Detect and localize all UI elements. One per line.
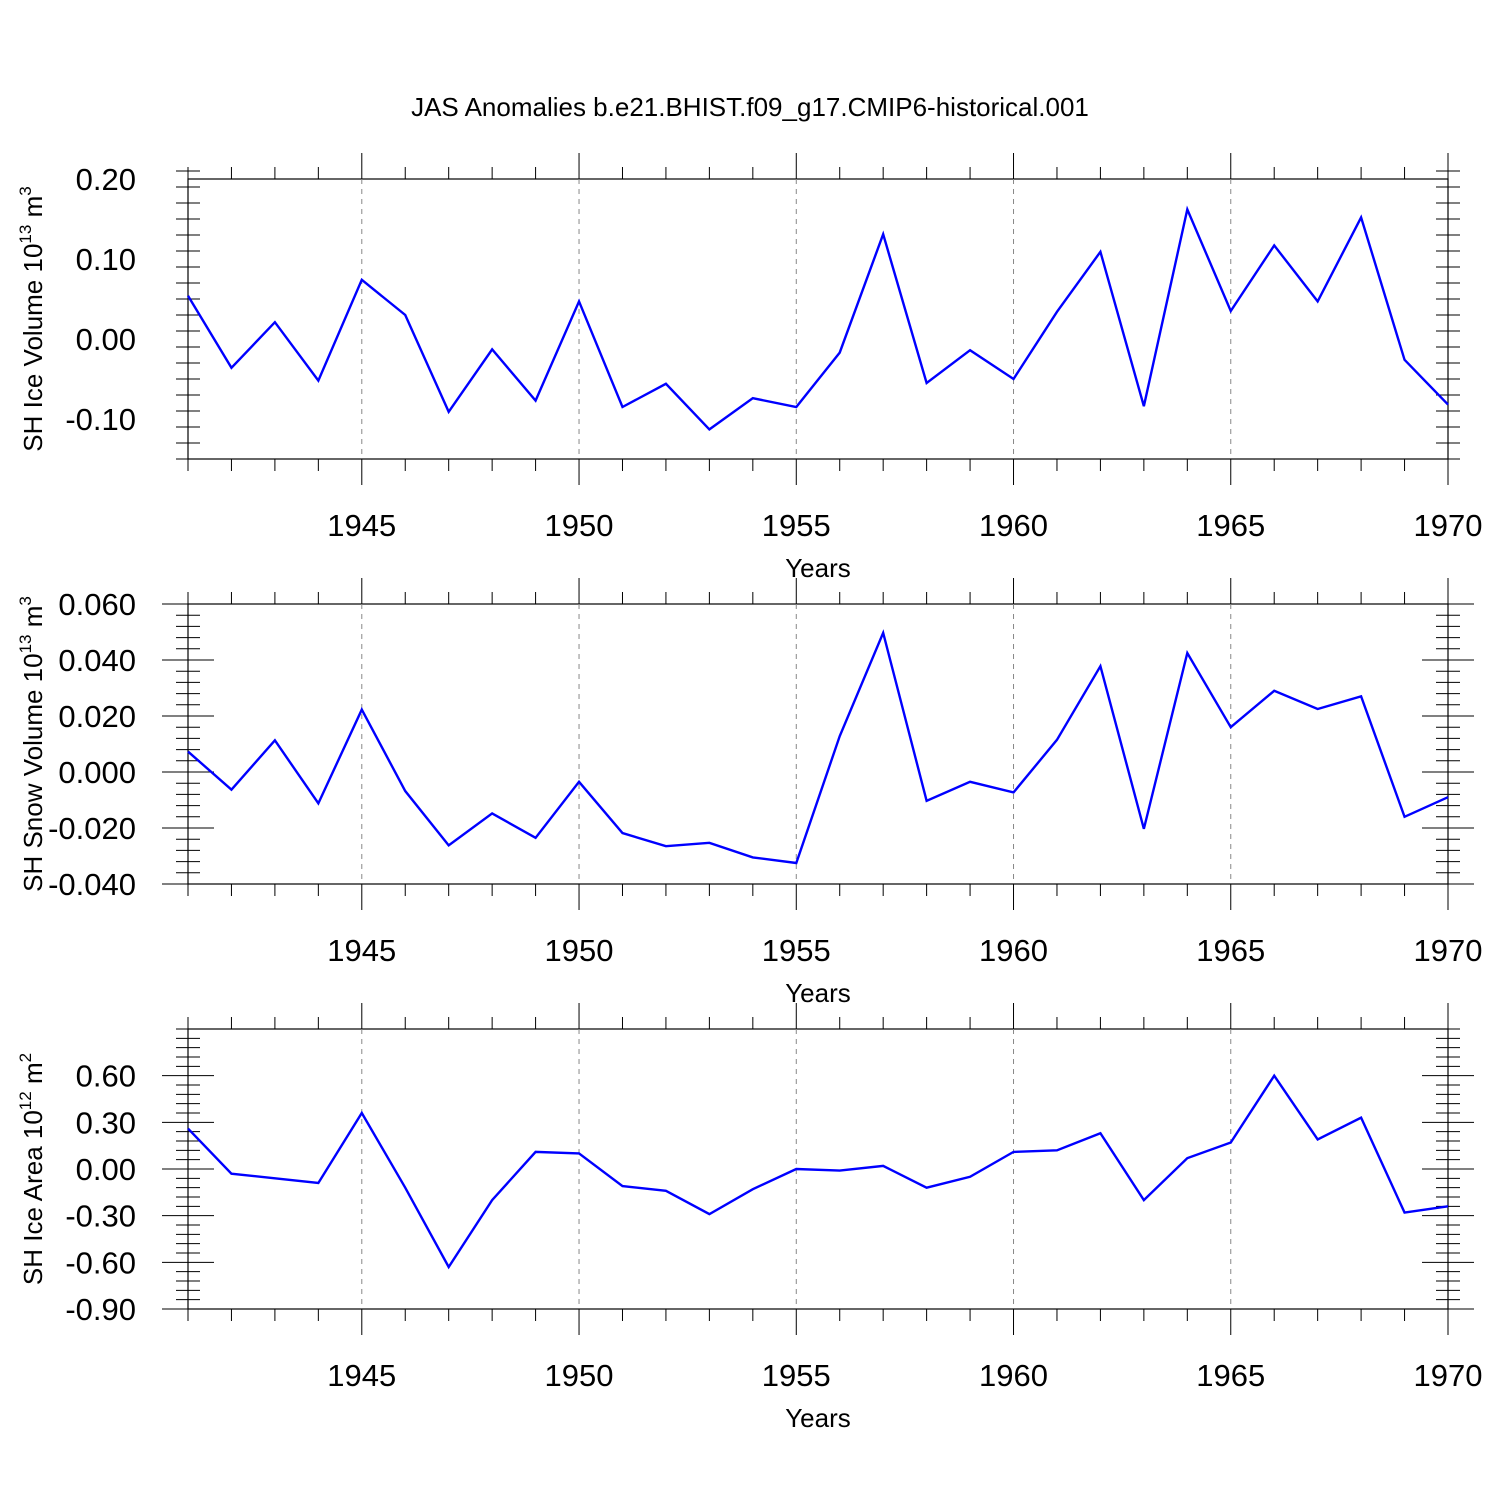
x-tick-label: 1970 (1414, 1358, 1483, 1393)
y-axis-label: SH Ice Area 1012 m2 (16, 1053, 48, 1285)
y-axis-label: SH Snow Volume 1013 m3 (16, 596, 48, 892)
x-tick-label: 1950 (545, 933, 614, 968)
y-axis-label-exponent: 13 (16, 225, 35, 244)
x-tick-label: 1945 (327, 508, 396, 543)
x-tick-label: 1970 (1414, 933, 1483, 968)
x-tick-label: 1960 (979, 933, 1048, 968)
y-axis-label-unit-exponent: 2 (16, 1053, 35, 1062)
y-axis-label-unit-exponent: 3 (16, 596, 35, 605)
x-axis-label: Years (785, 553, 851, 583)
chart-title: JAS Anomalies b.e21.BHIST.f09_g17.CMIP6-… (411, 92, 1089, 122)
y-tick-label: -0.020 (48, 811, 136, 846)
y-axis-label-unit: m (18, 606, 48, 635)
y-axis-label-unit: m (18, 196, 48, 225)
y-tick-label: 0.060 (58, 587, 136, 622)
x-axis-label: Years (785, 978, 851, 1008)
y-axis-label-exponent: 13 (16, 634, 35, 653)
x-tick-label: 1960 (979, 1358, 1048, 1393)
x-tick-label: 1965 (1196, 1358, 1265, 1393)
y-tick-label: -0.30 (65, 1199, 136, 1234)
y-tick-label: 0.30 (76, 1105, 136, 1140)
y-axis-label-unit: m (18, 1062, 48, 1091)
y-axis-label-unit-exponent: 3 (16, 186, 35, 195)
series-line (187, 1073, 1449, 1270)
panel-1: 1945 1950 1955 1960 1965 1970 Years -0.10 0.00 0.… (16, 153, 1482, 583)
y-tick-label: 0.60 (76, 1059, 136, 1094)
y-tick-label: -0.10 (65, 402, 136, 437)
series-line (187, 629, 1449, 865)
y-axis-label: SH Ice Volume 1013 m3 (16, 186, 48, 451)
y-tick-label: -0.040 (48, 867, 136, 902)
y-tick-label: 0.10 (76, 242, 136, 277)
y-tick-label: 0.040 (58, 643, 136, 678)
series-line (186, 205, 1449, 431)
panel-3: 1945 1950 1955 1960 1965 1970 Years -0.90 -0.60 -… (16, 1003, 1482, 1433)
y-tick-label: 0.00 (76, 322, 136, 357)
y-tick-label: 0.000 (58, 755, 136, 790)
y-tick-label: 0.20 (76, 162, 136, 197)
x-tick-label: 1970 (1414, 508, 1483, 543)
x-axis-label: Years (785, 1403, 851, 1433)
y-tick-label: 0.020 (58, 699, 136, 734)
y-axis-label-text: SH Ice Volume 10 (18, 244, 48, 452)
y-axis-label-text: SH Snow Volume 10 (18, 653, 48, 891)
y-axis-label-text: SH Ice Area 10 (18, 1110, 48, 1285)
x-tick-label: 1960 (979, 508, 1048, 543)
x-tick-label: 1955 (762, 933, 831, 968)
x-tick-label: 1950 (545, 1358, 614, 1393)
x-tick-label: 1955 (762, 1358, 831, 1393)
x-tick-label: 1950 (545, 508, 614, 543)
x-tick-label: 1965 (1196, 933, 1265, 968)
x-tick-label: 1945 (327, 1358, 396, 1393)
y-tick-label: -0.90 (65, 1292, 136, 1327)
x-tick-label: 1955 (762, 508, 831, 543)
x-tick-label: 1965 (1196, 508, 1265, 543)
panel-2: 1945 1950 1955 1960 1965 1970 Years -0.040 -0.02… (16, 578, 1482, 1008)
y-tick-label: -0.60 (65, 1245, 136, 1280)
y-axis-label-exponent: 12 (16, 1091, 35, 1110)
y-tick-label: 0.00 (76, 1152, 136, 1187)
plot-frame (187, 178, 1449, 460)
plot-frame (187, 603, 1449, 885)
x-tick-label: 1945 (327, 933, 396, 968)
